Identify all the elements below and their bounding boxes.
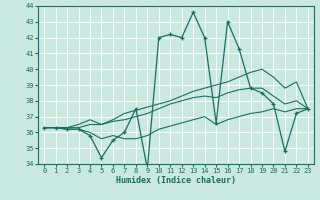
X-axis label: Humidex (Indice chaleur): Humidex (Indice chaleur) bbox=[116, 176, 236, 185]
